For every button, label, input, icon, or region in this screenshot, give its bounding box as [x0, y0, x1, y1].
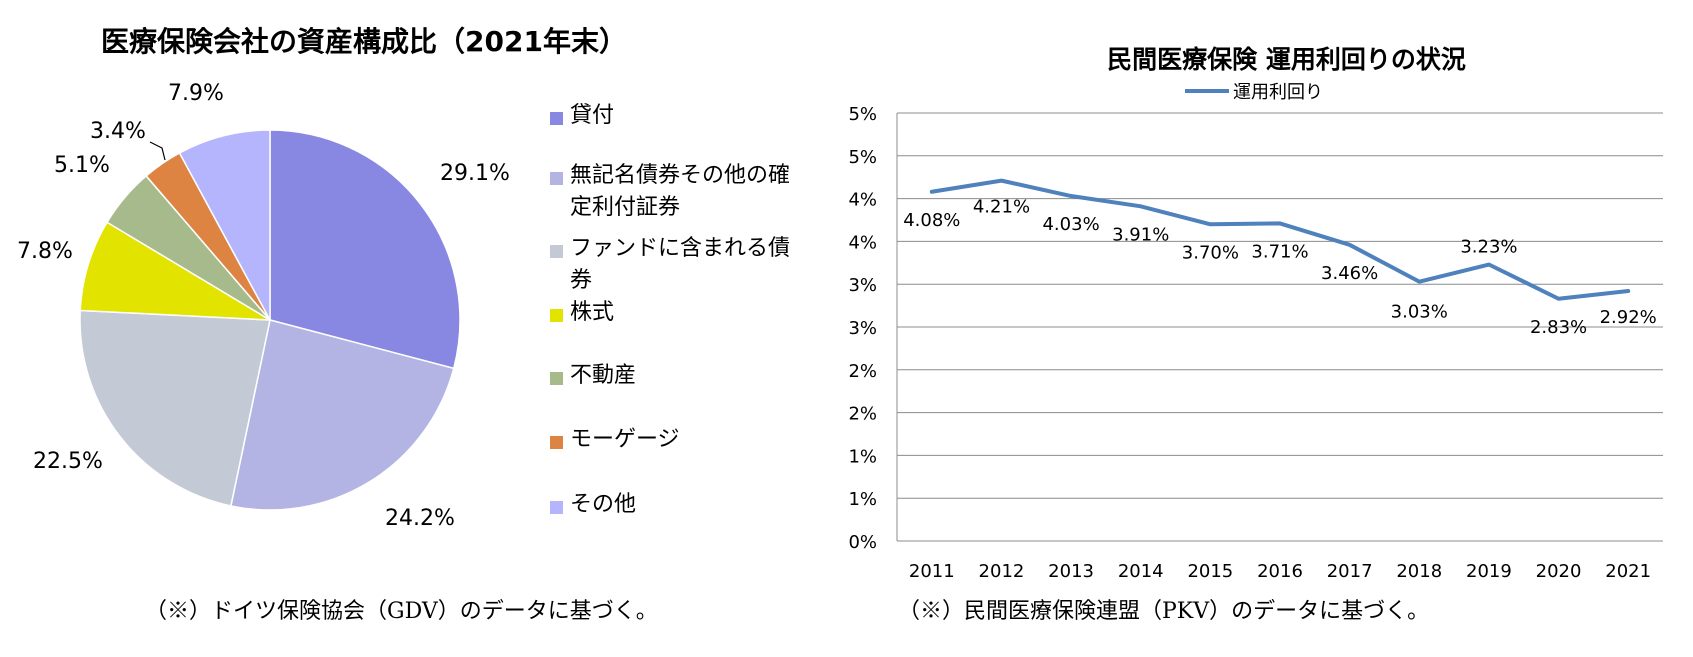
- x-tick-label: 2021: [1605, 561, 1651, 582]
- x-tick-label: 2016: [1257, 561, 1303, 582]
- legend-label: ファンドに含まれる債券: [570, 236, 791, 293]
- data-label: 4.08%: [903, 210, 960, 231]
- legend-swatch: [550, 112, 563, 125]
- data-label: 4.03%: [1042, 214, 1099, 235]
- x-tick-label: 2020: [1536, 561, 1582, 582]
- legend-item-2: 無記名債券その他の確定利付証券: [550, 160, 805, 224]
- pie-slice-1: [269, 129, 461, 370]
- x-tick-label: 2013: [1048, 561, 1094, 582]
- pie-data-label-4: 7.8%: [17, 239, 73, 264]
- x-tick-label: 2014: [1118, 561, 1164, 582]
- y-tick-label: 4%: [848, 190, 877, 211]
- legend-label: 不動産: [570, 363, 637, 388]
- data-label: 2.92%: [1600, 307, 1657, 328]
- pie-data-label-5: 5.1%: [54, 153, 110, 178]
- legend-series-name: 運用利回り: [1233, 82, 1323, 103]
- y-tick-label: 2%: [848, 361, 877, 382]
- series-line: [929, 178, 1631, 301]
- legend-item-7: その他: [550, 489, 805, 521]
- legend-item-3: ファンドに含まれる債券: [550, 233, 805, 297]
- data-label: 3.23%: [1460, 237, 1517, 258]
- pie-data-label-2: 24.2%: [385, 506, 455, 531]
- legend-line-swatch: [1185, 89, 1229, 93]
- legend-item-4: 株式: [550, 297, 805, 329]
- y-tick-label: 5%: [848, 147, 877, 168]
- pie-chart: 29.1% 24.2% 22.5% 7.8% 5.1% 3.4% 7.9%: [17, 81, 510, 531]
- x-tick-label: 2019: [1466, 561, 1512, 582]
- y-tick-label: 5%: [848, 104, 877, 125]
- y-tick-label: 1%: [848, 489, 877, 510]
- line-chart: 0% 1% 1% 2% 2% 3% 3% 4% 4% 5% 5% 2011 2012 2013 2014 20…: [848, 104, 1663, 582]
- data-label: 3.03%: [1391, 302, 1448, 323]
- legend-item-6: モーゲージ: [550, 424, 805, 456]
- legend-swatch: [550, 309, 563, 322]
- data-label: 4.21%: [973, 197, 1030, 218]
- x-tick-label: 2011: [909, 561, 955, 582]
- pie-data-label-1: 29.1%: [440, 161, 510, 186]
- pie-data-label-7: 7.9%: [168, 81, 224, 106]
- data-label: 3.46%: [1321, 263, 1378, 284]
- y-tick-label: 1%: [848, 446, 877, 467]
- line-chart-title: 民間医療保険 運用利回りの状況: [1107, 45, 1466, 74]
- data-label: 3.91%: [1112, 224, 1169, 245]
- x-tick-label: 2018: [1396, 561, 1442, 582]
- y-tick-label: 3%: [848, 275, 877, 296]
- leader-line: [149, 141, 166, 161]
- pie-slice-3: [79, 309, 271, 507]
- x-tick-label: 2017: [1327, 561, 1373, 582]
- right-footnote: （※）民間医療保険連盟（PKV）のデータに基づく。: [898, 599, 1430, 624]
- legend-item-1: 貸付: [550, 100, 805, 132]
- pie-slice-2: [229, 319, 455, 511]
- pie-chart-title: 医療保険会社の資産構成比（2021年末）: [101, 25, 627, 58]
- legend-label: 株式: [570, 300, 615, 325]
- legend-label: その他: [570, 492, 637, 517]
- y-tick-label: 0%: [848, 532, 877, 553]
- legend-label: 無記名債券その他の確定利付証券: [570, 163, 791, 220]
- legend-item-5: 不動産: [550, 360, 805, 392]
- pie-data-label-6: 3.4%: [90, 119, 146, 144]
- legend-swatch: [550, 501, 563, 514]
- data-label: 3.70%: [1182, 242, 1239, 263]
- legend-swatch: [550, 436, 563, 449]
- pie-data-label-3: 22.5%: [33, 449, 103, 474]
- data-label: 3.71%: [1251, 241, 1308, 262]
- left-footnote: （※）ドイツ保険協会（GDV）のデータに基づく。: [145, 599, 658, 624]
- pie-slice-7: [178, 129, 271, 321]
- y-tick-label: 4%: [848, 232, 877, 253]
- data-label: 2.83%: [1530, 317, 1587, 338]
- x-tick-label: 2012: [979, 561, 1025, 582]
- x-tick-label: 2015: [1187, 561, 1233, 582]
- legend-label: 貸付: [570, 103, 615, 128]
- pie-slice-4: [79, 221, 271, 321]
- legend-swatch: [550, 172, 563, 185]
- legend-swatch: [550, 372, 563, 385]
- legend-label: モーゲージ: [570, 427, 680, 452]
- y-tick-label: 2%: [848, 404, 877, 425]
- legend-swatch: [550, 245, 563, 258]
- y-tick-label: 3%: [848, 318, 877, 339]
- line-chart-legend: 運用利回り: [1185, 78, 1323, 104]
